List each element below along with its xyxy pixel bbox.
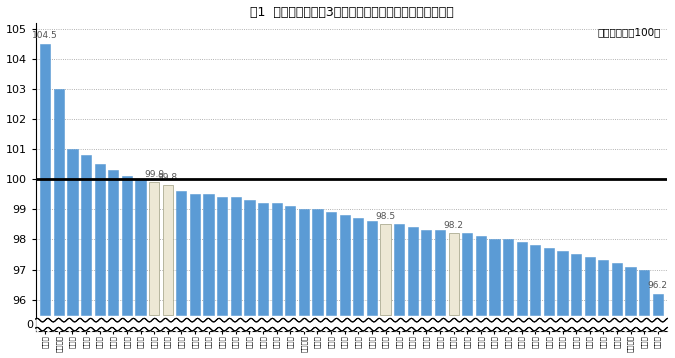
Bar — [108, 170, 118, 315]
Text: 98.2: 98.2 — [443, 221, 464, 230]
Bar — [231, 197, 241, 315]
Bar — [326, 212, 336, 315]
Text: （全国平均＝100）: （全国平均＝100） — [597, 27, 661, 37]
Bar — [81, 155, 91, 315]
Bar — [285, 206, 296, 315]
Bar — [476, 236, 486, 315]
Bar — [408, 227, 418, 315]
Bar — [571, 255, 581, 315]
Bar — [313, 209, 323, 315]
Bar — [95, 164, 105, 315]
Bar — [435, 230, 445, 315]
Bar — [258, 203, 268, 315]
Text: 99.8: 99.8 — [158, 173, 178, 182]
Bar — [163, 185, 173, 315]
Bar — [68, 149, 78, 315]
Bar — [448, 233, 459, 315]
Text: 98.5: 98.5 — [375, 212, 396, 221]
Bar — [598, 261, 608, 315]
Text: 99.9: 99.9 — [144, 170, 164, 179]
Bar — [244, 200, 254, 315]
Bar — [530, 246, 541, 315]
Bar — [544, 248, 554, 315]
Bar — [462, 233, 472, 315]
Text: 96.2: 96.2 — [648, 281, 668, 290]
Bar — [394, 224, 404, 315]
Bar — [626, 266, 636, 315]
Bar — [190, 194, 200, 315]
Bar — [54, 89, 64, 315]
Title: 図1  都道府県別令和3年分消費者物価地域差指数（総合）: 図1 都道府県別令和3年分消費者物価地域差指数（総合） — [250, 6, 454, 19]
Bar — [585, 257, 595, 315]
Bar — [40, 44, 51, 315]
Bar — [149, 182, 159, 315]
Bar — [122, 176, 132, 315]
Bar — [299, 209, 309, 315]
Bar — [367, 221, 377, 315]
Bar — [503, 240, 513, 315]
Bar — [639, 270, 649, 315]
Bar — [353, 218, 363, 315]
Bar — [516, 242, 526, 315]
Text: 104.5: 104.5 — [32, 31, 58, 40]
Bar — [176, 191, 186, 315]
Bar — [217, 197, 227, 315]
Text: 0: 0 — [27, 320, 34, 330]
Bar — [653, 294, 663, 315]
Bar — [271, 203, 281, 315]
Bar — [340, 215, 350, 315]
Bar — [421, 230, 431, 315]
Bar — [489, 240, 500, 315]
Bar — [136, 179, 146, 315]
Bar — [381, 224, 391, 315]
Bar — [612, 263, 622, 315]
Bar — [203, 194, 214, 315]
Bar — [558, 251, 568, 315]
